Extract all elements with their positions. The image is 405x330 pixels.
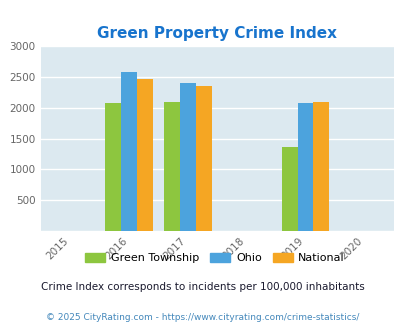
Bar [281, 147, 297, 231]
Title: Green Property Crime Index: Green Property Crime Index [97, 26, 337, 41]
Bar [105, 104, 121, 231]
Bar [297, 104, 313, 231]
Legend: Green Township, Ohio, National: Green Township, Ohio, National [81, 248, 349, 268]
Bar [179, 82, 195, 231]
Bar [121, 72, 136, 231]
Text: Crime Index corresponds to incidents per 100,000 inhabitants: Crime Index corresponds to incidents per… [41, 282, 364, 292]
Bar [195, 85, 211, 231]
Bar [164, 102, 179, 231]
Bar [136, 80, 152, 231]
Bar [313, 102, 328, 231]
Text: © 2025 CityRating.com - https://www.cityrating.com/crime-statistics/: © 2025 CityRating.com - https://www.city… [46, 313, 359, 322]
